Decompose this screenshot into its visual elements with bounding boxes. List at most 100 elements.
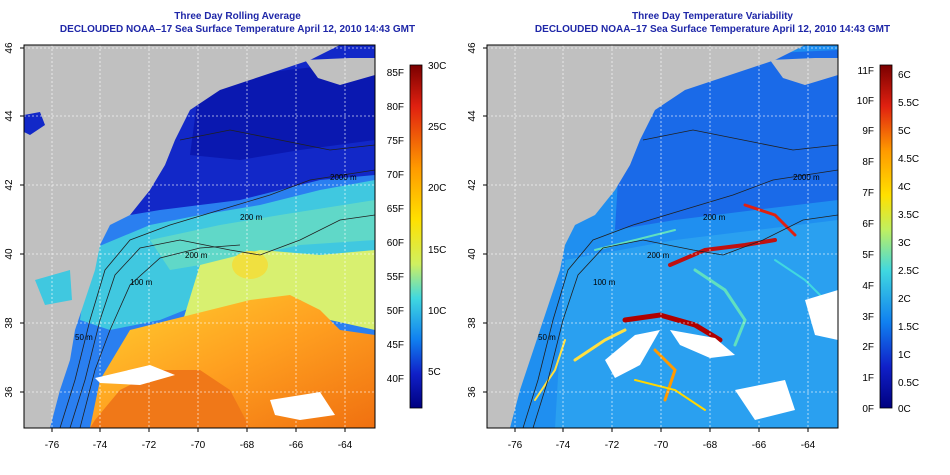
left-lat-axis: 46 44 42 40 38 36 [4,42,24,398]
lon-tick-label: -76 [508,440,523,451]
lat-tick-label: 46 [4,42,15,54]
right-title: Three Day Temperature Variability [632,11,793,22]
cloud-patch [270,392,335,420]
lat-tick-label: 36 [4,386,15,398]
left-map-frame [23,44,376,429]
lon-tick-label: -72 [142,440,157,451]
left-colorbar-f-labels: 85F 80F 75F 70F 65F 60F 55F 50F 45F 40F [387,68,404,385]
right-map-figure: 200 m 2000 m 200 m 100 m 50 m 46 44 42 4… [467,42,919,451]
colorbar-f-label: 75F [387,136,404,147]
contour-label: 200 m [240,213,263,222]
contour-label: 200 m [185,251,208,260]
lat-tick-label: 36 [467,386,478,398]
bathymetry-contours [59,129,375,428]
colorbar-f-label: 65F [387,204,404,215]
lat-tick-label: 46 [467,42,478,54]
graticule [24,45,375,428]
lat-tick-label: 40 [4,248,15,260]
colorbar-c-label: 4C [898,182,911,193]
lon-tick-label: -76 [45,440,60,451]
colorbar-c-label: 15C [428,245,446,256]
lon-tick-label: -70 [191,440,206,451]
colorbar-f-label: 70F [387,170,404,181]
lat-tick-label: 40 [467,248,478,260]
colorbar-f-label: 0F [862,404,874,415]
lat-tick-label: 44 [467,110,478,122]
right-subtitle: DECLOUDED NOAA–17 Sea Surface Temperatur… [534,24,891,35]
land-mass [24,45,340,428]
colorbar-c-label: 0.5C [898,378,919,389]
colorbar-c-label: 3.5C [898,210,919,221]
colorbar-f-label: 5F [862,250,874,261]
colorbar-c-label: 1C [898,350,911,361]
colorbar-c-label: 3C [898,238,911,249]
right-map-frame [486,44,839,429]
colorbar-f-label: 40F [387,374,404,385]
contour-label: 2000 m [793,173,820,182]
warm-core-ring [232,251,268,279]
lon-tick-label: -68 [703,440,718,451]
left-lon-axis: -76 -74 -72 -70 -68 -66 -64 [45,428,353,451]
colorbar-c-label: 4.5C [898,154,919,165]
colorbar-f-label: 6F [862,219,874,230]
right-lat-axis: 46 44 42 40 38 36 [467,42,487,398]
lat-tick-label: 38 [4,317,15,329]
colorbar-f-label: 3F [862,312,874,323]
right-colorbar-c-labels: 6C 5.5C 5C 4.5C 4C 3.5C 3C 2.5C 2C 1.5C … [898,70,919,415]
colorbar-c-label: 2C [898,294,911,305]
lon-tick-label: -64 [338,440,353,451]
colorbar-f-label: 4F [862,281,874,292]
left-colorbar [409,64,423,409]
land-mass [770,58,838,85]
cloud-patch [670,330,735,358]
contour-label: 200 m [703,213,726,222]
lat-tick-label: 44 [4,110,15,122]
colorbar-c-label: 6C [898,70,911,81]
thermal-fronts [534,203,826,411]
graticule [487,45,838,428]
mixed-water-region [150,200,375,270]
hot-core-region [90,370,250,428]
colorbar-f-label: 80F [387,102,404,113]
bay-water [35,270,72,305]
colorbar-f-label: 1F [862,373,874,384]
right-map-panel: Three Day Temperature Variability DECLOU… [467,0,950,475]
left-map-image [24,45,375,428]
lat-tick-label: 42 [467,179,478,191]
contour-label: 50 m [75,333,93,342]
right-colorbar [879,64,893,409]
cloud-patch [605,330,660,378]
colorbar-f-label: 85F [387,68,404,79]
lon-tick-label: -74 [556,440,571,451]
colorbar-f-label: 8F [862,157,874,168]
lat-tick-label: 38 [467,317,478,329]
colorbar-c-label: 20C [428,183,446,194]
lon-tick-label: -74 [93,440,108,451]
colorbar-f-label: 11F [858,66,875,77]
lon-tick-label: -70 [654,440,669,451]
left-contour-labels: 200 m 2000 m 200 m 100 m 50 m [75,173,357,342]
colorbar-f-label: 10F [857,96,874,107]
contour-label: 50 m [538,333,556,342]
colorbar-c-label: 2.5C [898,266,919,277]
colorbar-c-label: 5C [898,126,911,137]
contour-label: 100 m [593,278,616,287]
left-subtitle: DECLOUDED NOAA–17 Sea Surface Temperatur… [59,24,416,35]
colorbar-f-label: 9F [862,126,874,137]
lon-tick-label: -64 [801,440,816,451]
cloud-patch [735,380,795,420]
colorbar-c-label: 30C [428,61,446,72]
colorbar-f-label: 7F [862,188,874,199]
land-mass [487,45,805,428]
contour-label: 2000 m [330,173,357,182]
colorbar-c-label: 0C [898,404,911,415]
colorbar-c-label: 25C [428,122,446,133]
contour-label: 200 m [647,251,670,260]
colorbar-f-label: 45F [387,340,404,351]
right-map-image [487,45,838,428]
lon-tick-label: -66 [289,440,304,451]
left-colorbar-c-labels: 30C 25C 20C 15C 10C 5C [428,61,446,378]
lon-tick-label: -68 [240,440,255,451]
colorbar-c-label: 10C [428,306,446,317]
colorbar-f-label: 2F [862,342,874,353]
